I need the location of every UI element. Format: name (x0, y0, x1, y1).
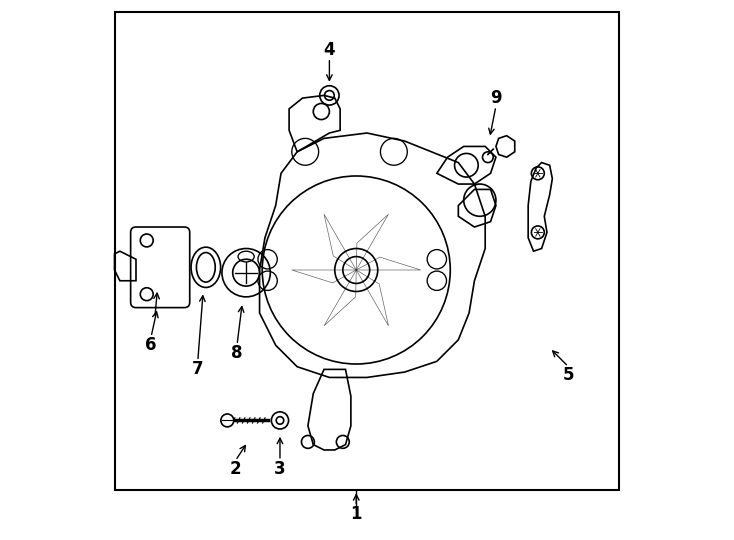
Text: 3: 3 (275, 460, 286, 478)
Text: 2: 2 (230, 460, 241, 478)
Text: 4: 4 (324, 40, 335, 59)
Text: 1: 1 (351, 505, 362, 523)
Text: 5: 5 (563, 366, 574, 384)
Circle shape (221, 414, 233, 427)
Text: 7: 7 (192, 360, 203, 379)
Text: 9: 9 (490, 89, 502, 107)
Text: 6: 6 (145, 336, 157, 354)
Bar (115, 12, 619, 490)
Text: 8: 8 (231, 345, 243, 362)
